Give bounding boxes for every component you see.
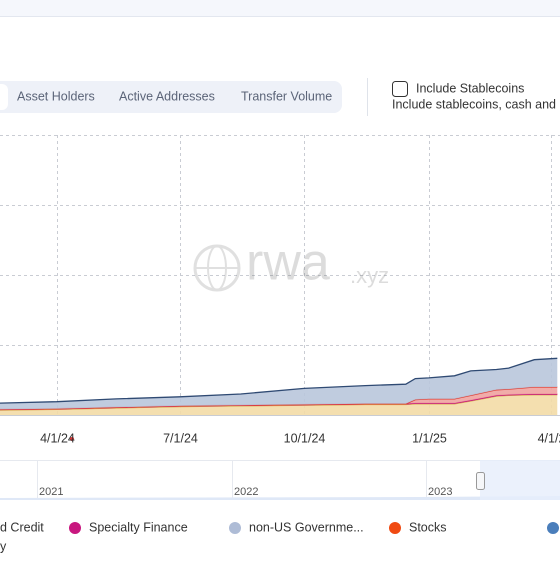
area [0,394,558,415]
watermark-text: rwa [246,234,330,292]
legend-marker [389,522,401,534]
navigator-selection[interactable] [480,460,560,500]
area-line [0,386,558,411]
cursor-dot [70,437,74,441]
legend-marker[interactable] [547,522,559,534]
x-tick-label: 10/1/24 [284,431,326,445]
x-tick-label: 7/1/24 [163,431,198,445]
legend-label[interactable]: Stocks [409,520,447,534]
navigator-label: 2021 [39,486,63,498]
x-tick-label: 1/1/25 [412,431,447,445]
watermark-suffix: .xyz [350,263,389,288]
tab[interactable]: Active Addresses [119,89,215,103]
legend-label[interactable]: non-US Governme... [249,520,364,534]
navigator-label: 2022 [234,486,258,498]
area-line [0,357,558,404]
legend-label[interactable]: y [0,539,7,553]
watermark: rwa .xyz [193,234,389,292]
selected-tab[interactable] [0,84,8,110]
legend-marker [229,522,241,534]
checkbox[interactable] [392,81,408,97]
navigator-series [0,496,560,500]
legend-marker [69,522,81,534]
navigator-handle[interactable] [476,472,485,490]
navigator[interactable] [0,460,560,500]
legend-label[interactable]: d Credit [0,520,44,534]
checkbox-label[interactable]: Include Stablecoins [416,81,524,95]
navigator-label: 2023 [428,486,452,498]
tab[interactable]: Asset Holders [17,89,95,103]
checkbox-description: Include stablecoins, cash and c [392,97,560,111]
x-tick-label: 4/1/2 [538,431,560,445]
legend-label[interactable]: Specialty Finance [89,520,188,534]
area [0,358,558,410]
x-tick-label: 4/1/24 [40,431,75,445]
top-bar [0,0,560,16]
tab[interactable]: Transfer Volume [241,89,332,103]
tab-bar [0,81,342,113]
